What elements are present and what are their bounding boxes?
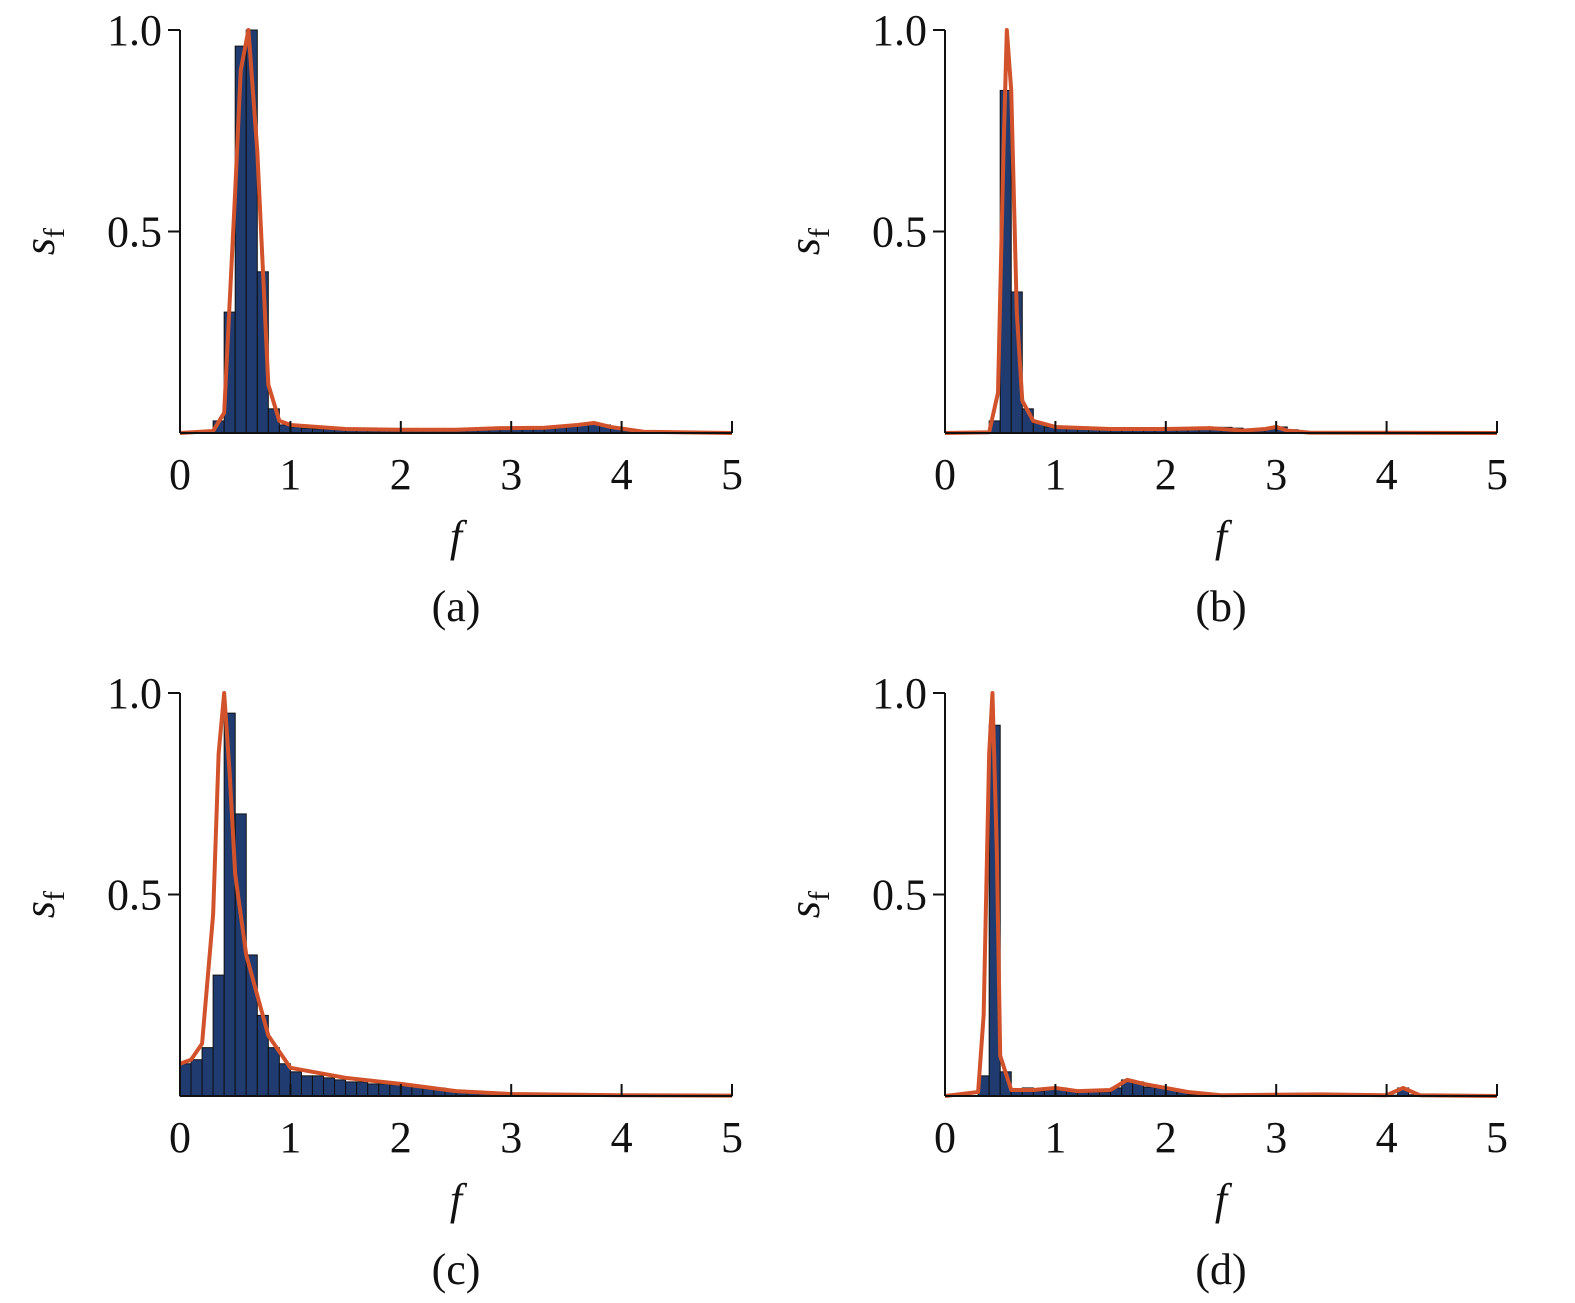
y-axis-subscript: f bbox=[38, 228, 71, 238]
x-tick-label: 2 bbox=[390, 450, 412, 499]
y-tick-label: 0.5 bbox=[872, 871, 927, 920]
y-axis-symbol: s bbox=[15, 901, 64, 918]
y-tick-label: 0.5 bbox=[872, 208, 927, 257]
y-tick-label: 1.0 bbox=[872, 669, 927, 718]
x-axis-label: f bbox=[450, 1175, 468, 1224]
x-tick-label: 5 bbox=[1486, 450, 1508, 499]
x-tick-label: 2 bbox=[1155, 1113, 1177, 1162]
y-tick-label: 1.0 bbox=[872, 6, 927, 55]
bar bbox=[300, 1075, 313, 1097]
density-line bbox=[944, 691, 1498, 1098]
bar bbox=[323, 1077, 336, 1097]
x-tick-label: 4 bbox=[611, 1113, 633, 1162]
x-axis-label: f bbox=[1215, 512, 1233, 561]
x-tick-label: 1 bbox=[279, 450, 301, 499]
y-axis-subscript: f bbox=[803, 228, 836, 238]
x-tick-label: 3 bbox=[1265, 1113, 1287, 1162]
x-tick-label: 2 bbox=[390, 1113, 412, 1162]
bar bbox=[190, 1059, 203, 1097]
bar bbox=[400, 1085, 413, 1097]
x-tick-label: 0 bbox=[934, 1113, 956, 1162]
x-tick-label: 4 bbox=[611, 450, 633, 499]
x-tick-label: 3 bbox=[500, 450, 522, 499]
x-axis-label: f bbox=[1215, 1175, 1233, 1224]
y-axis-symbol: s bbox=[780, 901, 829, 918]
y-axis-label: sf bbox=[780, 228, 836, 255]
y-tick-label: 1.0 bbox=[107, 669, 162, 718]
x-tick-label: 1 bbox=[1044, 450, 1066, 499]
y-tick-label: 0.5 bbox=[107, 871, 162, 920]
y-axis-symbol: s bbox=[15, 238, 64, 255]
bar bbox=[212, 974, 225, 1097]
x-tick-label: 0 bbox=[169, 450, 191, 499]
x-tick-label: 1 bbox=[279, 1113, 301, 1162]
density-line bbox=[944, 28, 1498, 435]
x-tick-label: 5 bbox=[721, 450, 743, 499]
bar bbox=[267, 1047, 280, 1097]
density-line bbox=[179, 691, 733, 1098]
bar bbox=[1143, 1086, 1156, 1097]
panel-label: (b) bbox=[1195, 582, 1246, 631]
y-axis-label: sf bbox=[15, 228, 71, 255]
panel-label: (a) bbox=[432, 582, 481, 631]
x-tick-label: 1 bbox=[1044, 1113, 1066, 1162]
bar bbox=[179, 1063, 192, 1097]
bar bbox=[311, 1075, 325, 1097]
bar bbox=[334, 1079, 347, 1097]
bar bbox=[356, 1081, 369, 1097]
bar bbox=[378, 1083, 391, 1097]
y-axis-label: sf bbox=[780, 891, 836, 918]
bar bbox=[289, 1071, 302, 1097]
x-tick-label: 4 bbox=[1376, 1113, 1398, 1162]
x-tick-label: 5 bbox=[721, 1113, 743, 1162]
bar bbox=[389, 1084, 402, 1097]
y-axis-label: sf bbox=[15, 891, 71, 918]
y-tick-label: 1.0 bbox=[107, 6, 162, 55]
bar bbox=[345, 1081, 358, 1097]
x-tick-label: 0 bbox=[934, 450, 956, 499]
panel-label: (c) bbox=[432, 1245, 481, 1294]
bar bbox=[367, 1083, 380, 1097]
y-axis-symbol: s bbox=[780, 238, 829, 255]
x-tick-label: 3 bbox=[500, 1113, 522, 1162]
panel-label: (d) bbox=[1195, 1245, 1246, 1294]
density-line bbox=[179, 28, 733, 435]
x-tick-label: 3 bbox=[1265, 450, 1287, 499]
y-axis-subscript: f bbox=[38, 891, 71, 901]
x-axis-label: f bbox=[450, 512, 468, 561]
x-tick-label: 5 bbox=[1486, 1113, 1508, 1162]
x-tick-label: 4 bbox=[1376, 450, 1398, 499]
x-tick-label: 0 bbox=[169, 1113, 191, 1162]
y-tick-label: 0.5 bbox=[107, 208, 162, 257]
y-axis-subscript: f bbox=[803, 891, 836, 901]
x-tick-label: 2 bbox=[1155, 450, 1177, 499]
bar bbox=[201, 1047, 214, 1097]
